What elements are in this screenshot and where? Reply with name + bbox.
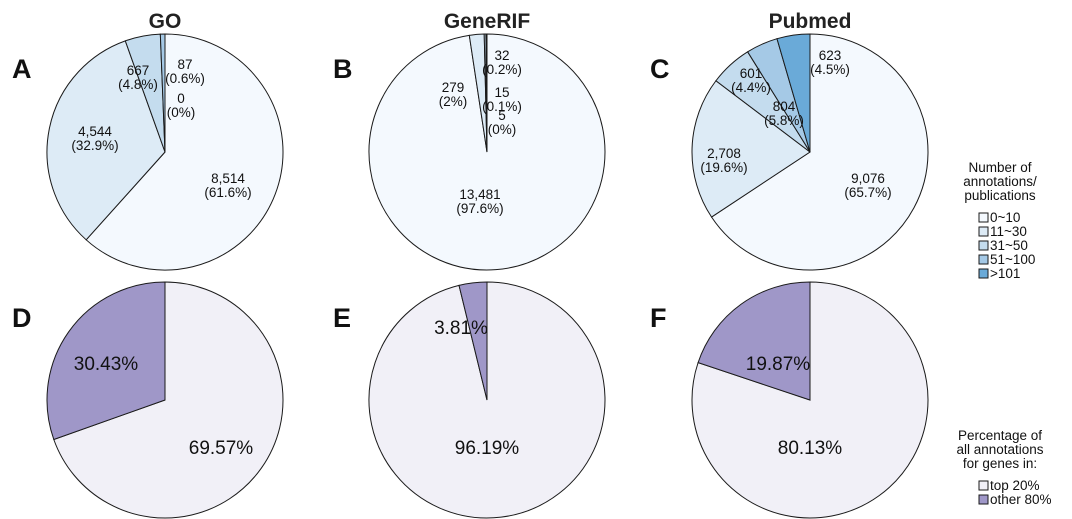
slice-label-other-80: 3.81% xyxy=(434,318,488,339)
slice-label-31-50: 667 (4.8%) xyxy=(118,63,158,92)
pie-slice-other-80 xyxy=(46,281,166,441)
legend-item-label: other 80% xyxy=(990,492,1052,507)
slice-label-101: 5 (0%) xyxy=(488,108,517,137)
slice-label-top-20: 80.13% xyxy=(778,438,843,459)
slice-label-0-10: 13,481 (97.6%) xyxy=(456,187,503,216)
slice-label-0-10: 8,514 (61.6%) xyxy=(204,171,251,200)
column-title-go: GO xyxy=(149,10,182,33)
pie-slice-other-80 xyxy=(697,281,811,401)
slice-label-top-20: 69.57% xyxy=(189,438,254,459)
pie-chart-go: 8,514 (61.6%) 4,544 (32.9%) 667 (4.8%)87 (0.6%… xyxy=(46,33,284,271)
panel-letter-d: D xyxy=(12,303,32,333)
legend-item-label: >101 xyxy=(990,266,1020,281)
legend-swatch xyxy=(978,212,989,223)
panel-letter-f: F xyxy=(650,303,667,333)
pie-slice-0-10 xyxy=(710,33,929,271)
legend-title-line: Percentage of xyxy=(958,428,1042,443)
legend-title-line: publications xyxy=(964,188,1036,203)
column-title-generif: GeneRIF xyxy=(444,10,531,33)
slice-label-11-30: 4,544 (32.9%) xyxy=(71,124,118,153)
pie-slice-top-20 xyxy=(53,281,284,519)
legend-item-label: top 20% xyxy=(990,478,1040,493)
pie-chart-go-share: 69.57% 30.43% xyxy=(46,281,284,519)
legend-title-line: for genes in: xyxy=(963,456,1037,471)
slice-label-top-20: 96.19% xyxy=(455,438,520,459)
legend-swatch xyxy=(978,268,989,279)
slice-label-11-30: 2,708 (19.6%) xyxy=(700,146,747,175)
legend-swatch xyxy=(978,226,989,237)
legend-swatch xyxy=(978,240,989,251)
slice-label-31-50: 32 (0.2%) xyxy=(482,48,522,77)
legend-title-line: annotations/ xyxy=(963,174,1037,189)
legend-item-label: 11~30 xyxy=(990,224,1027,239)
panel-letter-a: A xyxy=(12,54,32,84)
panel-letter-c: C xyxy=(650,54,670,84)
pie-chart-generif: 13,481 (97.6%) 279 (2%) 32 (0.2%) 15 (0.1%)5 (0%… xyxy=(368,33,606,271)
slice-label-other-80: 30.43% xyxy=(74,354,139,375)
pie-chart-generif-share: 96.19% 3.81% xyxy=(368,281,606,519)
legend-title-line: all annotations xyxy=(956,442,1043,457)
legend-title-line: Number of xyxy=(968,160,1031,175)
slice-label-51-100: 15 (0.1%) xyxy=(482,85,522,114)
slice-label-51-100: 601 (4.4%) xyxy=(731,66,771,95)
column-title-pubmed: Pubmed xyxy=(769,10,852,33)
panel-letter-e: E xyxy=(333,303,351,333)
legend-swatch xyxy=(978,254,989,265)
pie-slice-other-80 xyxy=(458,281,488,401)
slice-label-other-80: 19.87% xyxy=(746,354,811,375)
pie-chart-pubmed-share: 80.13% 19.87% xyxy=(691,281,929,519)
slice-label-11-30: 279 (2%) xyxy=(439,80,468,109)
legend-item-label: 0~10 xyxy=(990,210,1020,225)
legend-swatch xyxy=(978,494,989,505)
legend-item-label: 31~50 xyxy=(990,238,1028,253)
pie-slice-101 xyxy=(776,33,811,153)
legend-swatch xyxy=(978,480,989,491)
slice-label-51-100: 87 (0.6%) xyxy=(165,57,205,86)
slice-label-101: 623 (4.5%) xyxy=(810,48,850,77)
pie-slice-11-30 xyxy=(46,40,166,241)
pie-slice-0-10 xyxy=(85,33,284,271)
panel-letter-b: B xyxy=(333,54,353,84)
pie-slice-51-100 xyxy=(159,33,166,153)
slice-label-0-10: 9,076 (65.7%) xyxy=(844,171,891,200)
legend-item-label: 51~100 xyxy=(990,252,1035,267)
pie-slice-11-30 xyxy=(691,80,811,218)
slice-label-101: 0 (0%) xyxy=(167,91,196,120)
slice-label-31-50: 804 (5.8%) xyxy=(764,99,804,128)
pie-chart-pubmed: 9,076 (65.7%) 2,708 (19.6%) 804 (5.8%) 601 (4.4… xyxy=(691,33,929,271)
